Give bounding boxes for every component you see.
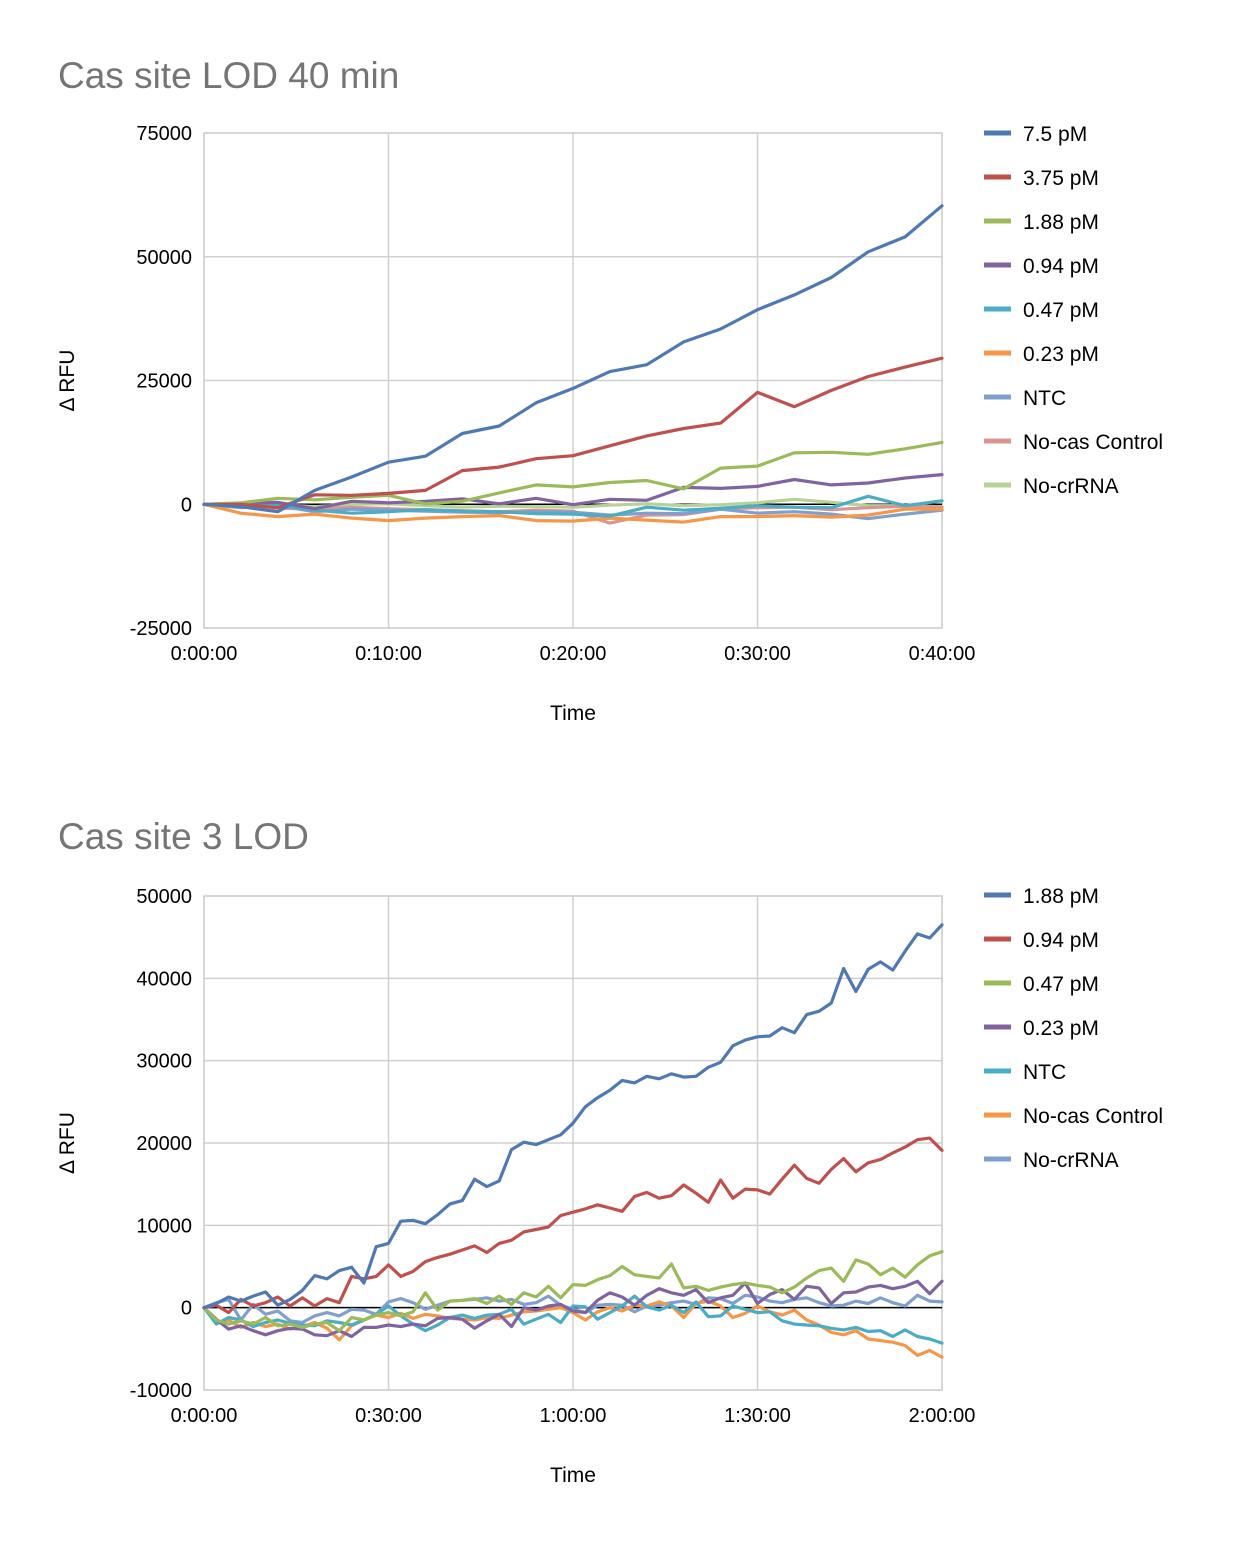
series-line-1-88-pm — [202, 923, 944, 1310]
legend-entry-label: 0.23 pM — [1023, 1017, 1099, 1040]
legend-entry-label: 0.94 pM — [1023, 255, 1099, 278]
legend-entry-label: 0.47 pM — [1023, 299, 1099, 322]
plot-area — [203, 895, 943, 1391]
y-axis-label: Δ RFU — [56, 1112, 79, 1174]
legend-entry-label: 1.88 pM — [1023, 211, 1099, 234]
legend-entry-label: No-crRNA — [1023, 1149, 1119, 1172]
x-tick-label: 0:10:00 — [355, 643, 422, 665]
y-tick-label: 50000 — [136, 886, 192, 908]
series-line-0-47-pm — [202, 494, 944, 518]
legend-entry-label: 1.88 pM — [1023, 885, 1099, 908]
x-axis-label: Time — [550, 1464, 596, 1487]
x-tick-label: 0:00:00 — [171, 643, 238, 665]
y-tick-label: 40000 — [136, 968, 192, 990]
y-tick-label: -10000 — [130, 1380, 192, 1402]
series-line-0-47-pm — [202, 1250, 944, 1333]
plot-area — [203, 132, 943, 629]
y-tick-label: 0 — [181, 1298, 192, 1320]
y-tick-label: -25000 — [130, 618, 192, 640]
legend-entry-label: NTC — [1023, 1061, 1066, 1084]
series-line-7-5-pm — [202, 204, 944, 514]
x-tick-label: 1:30:00 — [724, 1405, 791, 1427]
chart-title: Cas site LOD 40 min — [58, 55, 399, 96]
x-axis-label: Time — [550, 702, 596, 725]
y-tick-label: 0 — [181, 494, 192, 516]
y-axis-label: Δ RFU — [56, 350, 79, 412]
series-line-0-94-pm — [202, 473, 944, 511]
series-line-3-75-pm — [202, 356, 944, 510]
y-tick-label: 10000 — [136, 1215, 192, 1237]
y-tick-label: 30000 — [136, 1051, 192, 1073]
x-tick-label: 0:00:00 — [171, 1405, 238, 1427]
legend-entry-label: 0.94 pM — [1023, 929, 1099, 952]
y-tick-label: 25000 — [136, 371, 192, 393]
x-tick-label: 0:20:00 — [540, 643, 607, 665]
legend-entry-label: 7.5 pM — [1023, 123, 1087, 146]
series-line-0-94-pm — [202, 1136, 944, 1315]
x-tick-label: 0:40:00 — [909, 643, 976, 665]
x-tick-label: 1:00:00 — [540, 1405, 607, 1427]
series-line-0-23-pm — [202, 1279, 944, 1339]
series-line-0-23-pm — [202, 502, 944, 524]
series-line-1-88-pm — [202, 440, 944, 506]
legend-entry-label: 0.23 pM — [1023, 343, 1099, 366]
legend-entry-label: 3.75 pM — [1023, 167, 1099, 190]
legend-entry-label: 0.47 pM — [1023, 973, 1099, 996]
x-tick-label: 2:00:00 — [909, 1405, 976, 1427]
y-tick-label: 50000 — [136, 247, 192, 269]
series-line-ntc — [202, 1294, 944, 1345]
y-tick-label: 75000 — [136, 123, 192, 145]
legend-entry-label: No-crRNA — [1023, 475, 1119, 498]
legend: 7.5 pM 3.75 pM 1.88 pM 0.94 pM 0.47 pM 0.23 p… — [984, 123, 1163, 498]
y-tick-label: 20000 — [136, 1133, 192, 1155]
x-tick-label: 0:30:00 — [355, 1405, 422, 1427]
chart-1: Cas site LOD 40 min -25000 0 25000 50000 7500… — [56, 55, 1163, 725]
legend-entry-label: No-cas Control — [1023, 1105, 1163, 1128]
legend-entry-label: NTC — [1023, 387, 1066, 410]
x-tick-label: 0:30:00 — [724, 643, 791, 665]
chart-title: Cas site 3 LOD — [58, 816, 309, 857]
chart-2: Cas site 3 LOD -10000 0 10000 20000 30000 4000… — [56, 816, 1163, 1487]
legend: 1.88 pM 0.94 pM 0.47 pM 0.23 pM NTC No-cas Co… — [984, 885, 1163, 1172]
legend-entry-label: No-cas Control — [1023, 431, 1163, 454]
